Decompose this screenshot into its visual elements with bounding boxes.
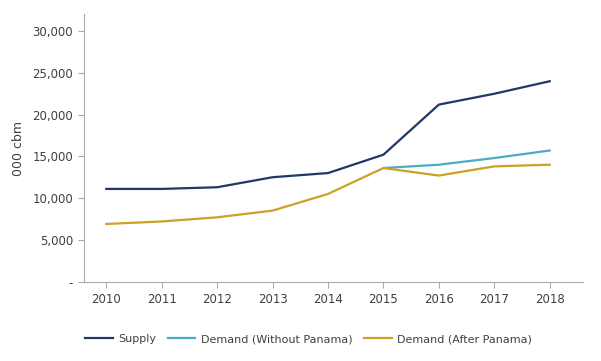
Y-axis label: 000 cbm: 000 cbm (13, 121, 25, 175)
Legend: Supply, Demand (Without Panama), Demand (After Panama): Supply, Demand (Without Panama), Demand … (81, 330, 537, 349)
